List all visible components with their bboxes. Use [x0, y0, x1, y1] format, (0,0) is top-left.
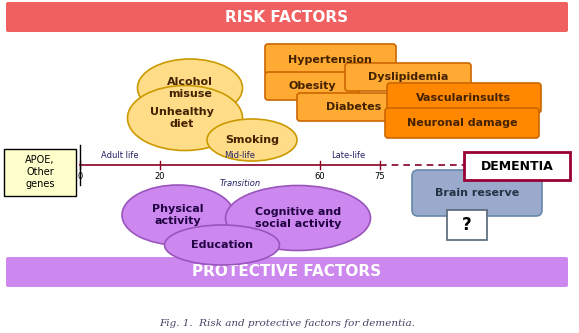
Text: RISK FACTORS: RISK FACTORS: [225, 10, 349, 25]
Text: Unhealthy
diet: Unhealthy diet: [150, 107, 214, 129]
FancyBboxPatch shape: [387, 83, 541, 113]
FancyBboxPatch shape: [447, 210, 487, 240]
Text: Cognitive and
social activity: Cognitive and social activity: [255, 207, 341, 229]
Ellipse shape: [127, 86, 243, 151]
Text: 75: 75: [375, 172, 385, 181]
Ellipse shape: [225, 185, 371, 250]
FancyBboxPatch shape: [345, 63, 471, 91]
Text: Dyslipidemia: Dyslipidemia: [368, 72, 448, 82]
Text: Obesity: Obesity: [288, 81, 336, 91]
Text: Brain reserve: Brain reserve: [435, 188, 519, 198]
FancyBboxPatch shape: [385, 108, 539, 138]
Text: 0: 0: [78, 172, 83, 181]
Text: Smoking: Smoking: [225, 135, 279, 145]
FancyBboxPatch shape: [297, 93, 411, 121]
Text: Adult life: Adult life: [101, 151, 139, 160]
Text: APOE,
Other
genes: APOE, Other genes: [25, 156, 55, 188]
Text: DEMENTIA: DEMENTIA: [481, 160, 554, 172]
Text: Education: Education: [191, 240, 253, 250]
FancyBboxPatch shape: [6, 257, 568, 287]
Text: 60: 60: [315, 172, 325, 181]
Text: Physical
activity: Physical activity: [152, 204, 204, 226]
Text: PROTECTIVE FACTORS: PROTECTIVE FACTORS: [192, 264, 382, 279]
Text: Fig. 1.  Risk and protective factors for dementia.: Fig. 1. Risk and protective factors for …: [159, 318, 415, 327]
Text: Vascularinsults: Vascularinsults: [416, 93, 512, 103]
Ellipse shape: [122, 185, 234, 245]
Ellipse shape: [207, 119, 297, 161]
Text: Late-life: Late-life: [331, 151, 365, 160]
FancyBboxPatch shape: [6, 2, 568, 32]
Text: Neuronal damage: Neuronal damage: [407, 118, 517, 128]
Ellipse shape: [164, 225, 280, 265]
Text: Transition: Transition: [219, 179, 261, 188]
Text: Alcohol
misuse: Alcohol misuse: [167, 77, 213, 99]
Text: 20: 20: [155, 172, 165, 181]
Text: Hypertension: Hypertension: [288, 55, 372, 65]
Text: Mid-life: Mid-life: [225, 151, 255, 160]
FancyBboxPatch shape: [464, 152, 570, 180]
FancyBboxPatch shape: [265, 44, 396, 75]
Text: Diabetes: Diabetes: [327, 102, 382, 112]
FancyBboxPatch shape: [4, 149, 76, 196]
Ellipse shape: [137, 59, 243, 117]
FancyBboxPatch shape: [412, 170, 542, 216]
FancyBboxPatch shape: [265, 72, 359, 100]
Text: ?: ?: [462, 216, 472, 234]
